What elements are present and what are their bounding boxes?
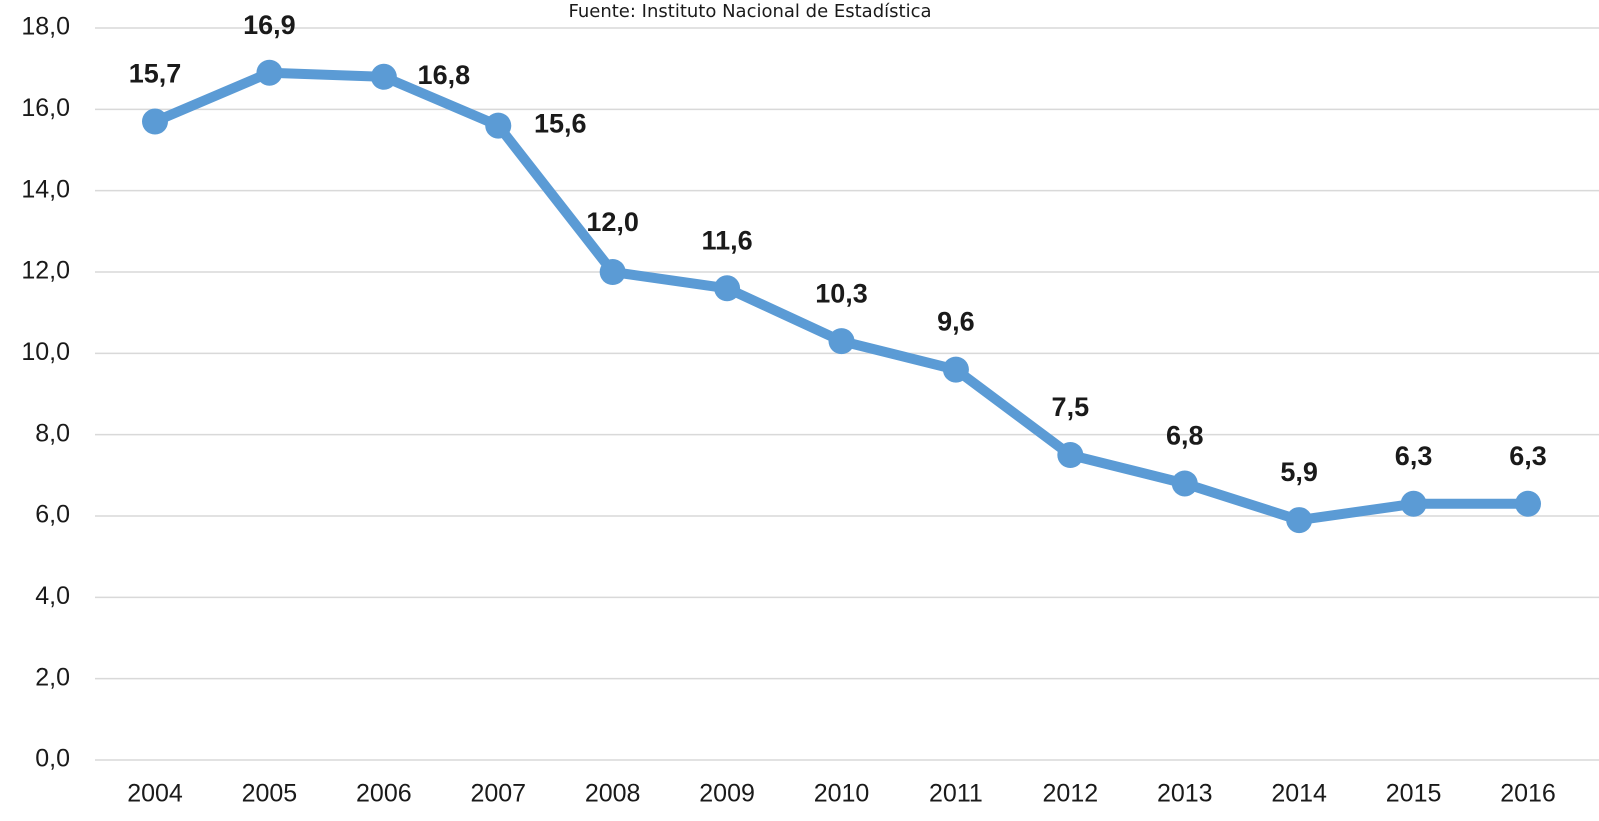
- x-tick-label: 2015: [1386, 780, 1442, 808]
- x-tick-label: 2007: [470, 780, 526, 808]
- y-tick-label: 4,0: [35, 582, 70, 610]
- data-label: 6,3: [1509, 441, 1547, 471]
- data-point: [1286, 507, 1313, 534]
- data-label: 6,8: [1166, 421, 1204, 451]
- x-tick-label: 2014: [1271, 780, 1327, 808]
- y-tick-label: 10,0: [21, 338, 70, 366]
- data-label: 11,6: [702, 225, 753, 255]
- x-tick-label: 2012: [1043, 780, 1099, 808]
- data-point: [1400, 490, 1427, 517]
- data-point: [1515, 490, 1541, 517]
- x-tick-label: 2005: [242, 780, 298, 808]
- data-label: 16,8: [418, 60, 471, 90]
- y-tick-label: 8,0: [35, 419, 70, 447]
- data-point: [1171, 470, 1198, 497]
- y-tick-label: 14,0: [21, 175, 70, 203]
- x-tick-label: 2009: [699, 780, 755, 808]
- data-label: 7,5: [1052, 392, 1090, 422]
- data-point: [485, 112, 512, 139]
- y-tick-label: 12,0: [21, 257, 70, 285]
- data-label: 15,6: [534, 109, 587, 139]
- data-point: [370, 63, 397, 90]
- data-label: 6,3: [1395, 441, 1433, 471]
- x-tick-label: 2010: [814, 780, 870, 808]
- data-label: 5,9: [1280, 457, 1318, 487]
- data-point: [1057, 442, 1084, 468]
- x-tick-label: 2013: [1157, 780, 1213, 808]
- data-label: 12,0: [586, 207, 639, 237]
- data-label: 15,7: [129, 59, 182, 89]
- x-tick-label: 2004: [127, 780, 183, 808]
- y-tick-label: 16,0: [21, 94, 70, 122]
- data-point: [714, 275, 741, 302]
- y-tick-label: 6,0: [35, 501, 70, 529]
- data-point: [828, 328, 855, 355]
- y-tick-label: 2,0: [35, 663, 70, 691]
- x-tick-label: 2016: [1500, 780, 1556, 808]
- data-label: 16,9: [243, 10, 296, 40]
- x-tick-label: 2011: [929, 780, 983, 808]
- x-tick-label: 2008: [585, 780, 641, 808]
- data-point: [942, 356, 969, 383]
- chart-subtitle: Fuente: Instituto Nacional de Estadístic…: [568, 1, 931, 22]
- data-label: 9,6: [937, 307, 975, 337]
- y-tick-label: 18,0: [21, 13, 70, 41]
- x-tick-label: 2006: [356, 780, 412, 808]
- data-point: [142, 108, 168, 135]
- data-point: [256, 59, 283, 86]
- data-label: 10,3: [815, 278, 868, 308]
- y-tick-label: 0,0: [35, 745, 70, 773]
- data-point: [599, 259, 626, 285]
